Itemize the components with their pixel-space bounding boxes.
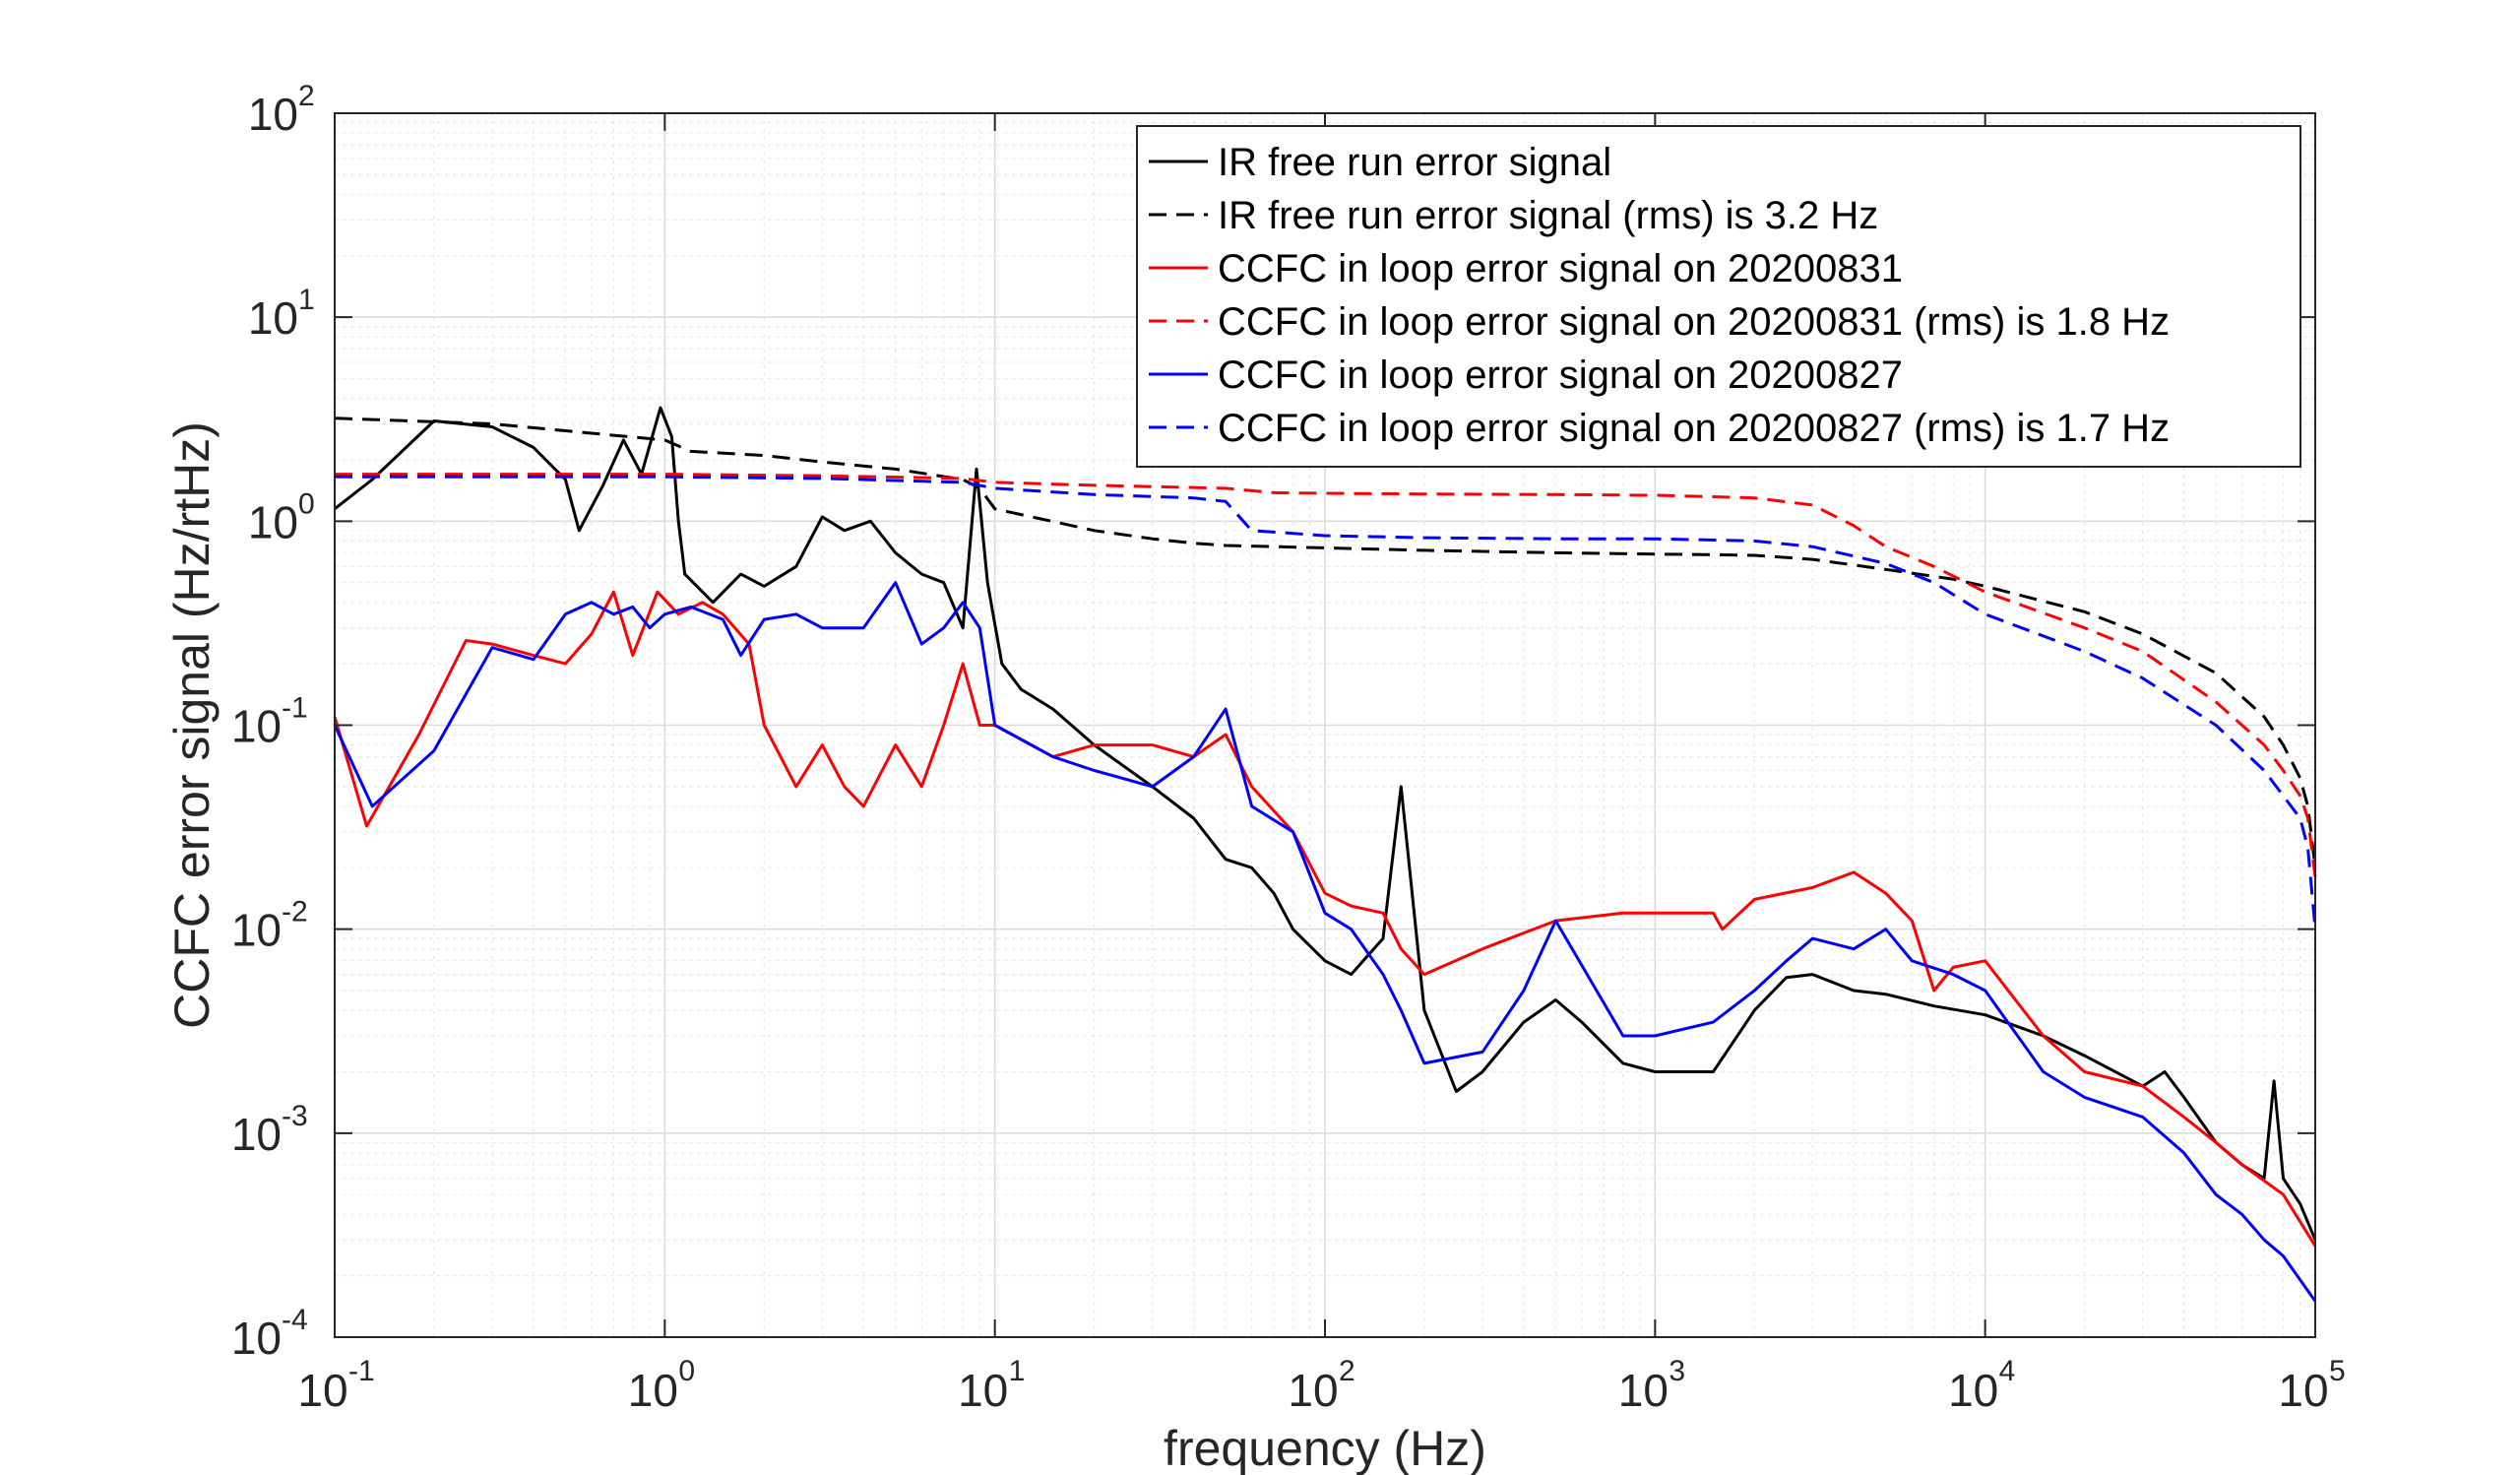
x-tick-exponent: -1 bbox=[348, 1355, 375, 1387]
y-tick-exponent: -2 bbox=[282, 896, 308, 929]
x-tick-exponent: 2 bbox=[1339, 1355, 1355, 1387]
x-tick-label: 10 bbox=[628, 1365, 678, 1416]
legend-entry: CCFC in loop error signal on 20200831 (r… bbox=[1218, 300, 2170, 344]
series-layer bbox=[333, 406, 2317, 1303]
x-tick-exponent: 5 bbox=[2329, 1355, 2346, 1387]
legend-entry: CCFC in loop error signal on 20200827 bbox=[1218, 353, 1903, 397]
x-tick-exponent: 0 bbox=[678, 1355, 695, 1387]
x-tick-label: 10 bbox=[1618, 1365, 1669, 1416]
series-line-2 bbox=[334, 417, 2317, 868]
y-tick-exponent: 0 bbox=[298, 487, 315, 520]
legend-entry: IR free run error signal bbox=[1218, 141, 1611, 184]
x-axis-label: frequency (Hz) bbox=[1164, 1421, 1486, 1475]
y-tick-label: 10 bbox=[248, 496, 298, 547]
x-tick-label: 10 bbox=[958, 1365, 1008, 1416]
x-tick-exponent: 4 bbox=[1999, 1355, 2016, 1387]
y-axis-label: CCFC error signal (Hz/rtHz) bbox=[164, 421, 220, 1029]
series-line-3 bbox=[333, 590, 2317, 1248]
legend-entry: CCFC in loop error signal on 20200827 (r… bbox=[1218, 407, 2170, 450]
x-axis: 10 -1 10 0 10 1 10 2 10 3 10 4 10 5 bbox=[297, 113, 2346, 1416]
legend-entry: CCFC in loop error signal on 20200831 bbox=[1218, 247, 1903, 290]
x-tick-label: 10 bbox=[1948, 1365, 1998, 1416]
legend-box bbox=[1136, 125, 2301, 468]
y-tick-exponent: 2 bbox=[298, 80, 315, 112]
series-line-4 bbox=[335, 473, 2317, 877]
series-line-5 bbox=[333, 581, 2317, 1303]
y-tick-label: 10 bbox=[248, 89, 298, 140]
x-tick-exponent: 1 bbox=[1009, 1355, 1026, 1387]
series-line-6 bbox=[335, 475, 2317, 930]
legend: IR free run error signal IR free run erro… bbox=[1136, 125, 2301, 468]
x-tick-exponent: 3 bbox=[1669, 1355, 1685, 1387]
series-line-1 bbox=[334, 406, 2317, 1241]
y-tick-exponent: -3 bbox=[282, 1100, 308, 1132]
legend-entry: IR free run error signal (rms) is 3.2 Hz bbox=[1218, 194, 1878, 237]
y-tick-label: 10 bbox=[231, 1313, 282, 1364]
x-tick-label: 10 bbox=[2278, 1365, 2328, 1416]
y-tick-label: 10 bbox=[231, 905, 282, 956]
x-tick-label: 10 bbox=[297, 1365, 347, 1416]
y-tick-label: 10 bbox=[231, 1109, 282, 1160]
x-tick-label: 10 bbox=[1288, 1365, 1338, 1416]
y-tick-exponent: -1 bbox=[282, 692, 308, 725]
y-tick-exponent: -4 bbox=[282, 1304, 308, 1336]
y-tick-label: 10 bbox=[248, 292, 298, 344]
y-tick-label: 10 bbox=[231, 701, 282, 752]
y-tick-exponent: 1 bbox=[298, 284, 315, 316]
